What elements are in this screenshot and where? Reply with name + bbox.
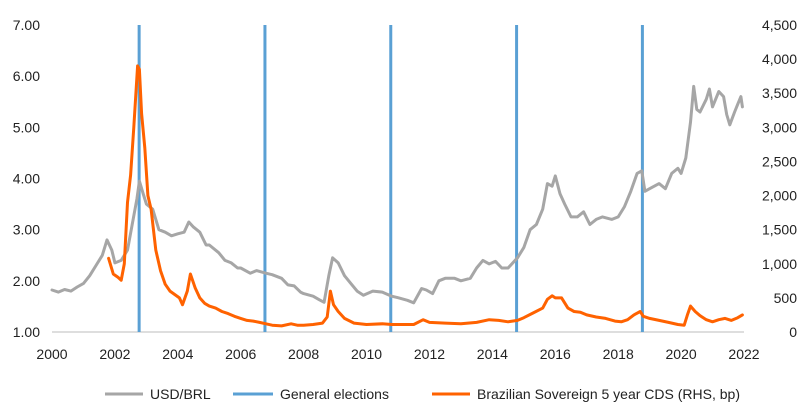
y2-tick-label: 500 xyxy=(774,290,798,306)
y-tick-label: 2.00 xyxy=(13,273,40,289)
x-tick-label: 2006 xyxy=(225,346,256,362)
election-lines xyxy=(137,25,644,332)
y-tick-label: 1.00 xyxy=(13,324,40,340)
series-line-brazil-cds xyxy=(107,64,744,328)
y2-tick-label: 3,500 xyxy=(762,85,797,101)
y2-tick-label: 1,500 xyxy=(762,222,797,238)
legend-label-brazil-cds: Brazilian Sovereign 5 year CDS (RHS, bp) xyxy=(477,386,740,402)
y2-tick-label: 1,000 xyxy=(762,256,797,272)
y-tick-label: 4.00 xyxy=(13,171,40,187)
series-line-usd-brl xyxy=(50,84,744,305)
x-tick-label: 2008 xyxy=(288,346,319,362)
y2-tick-labels: 0 500 1,000 1,500 2,000 2,500 3,000 3,500 4,000 4… xyxy=(762,17,797,340)
y2-tick-label: 3,000 xyxy=(762,119,797,135)
x-tick-label: 2012 xyxy=(414,346,445,362)
y-tick-labels: 1.00 2.00 3.00 4.00 5.00 6.00 7.00 xyxy=(13,17,40,340)
y-tick-label: 7.00 xyxy=(13,17,40,33)
legend: USD/BRL General elections Brazilian Sove… xyxy=(105,386,740,402)
y2-tick-label: 2,000 xyxy=(762,188,797,204)
x-tick-labels: 2000 2002 2004 2006 2008 2010 2012 2014 2016 2018… xyxy=(36,346,759,362)
legend-label-usd-brl: USD/BRL xyxy=(150,386,211,402)
y-tick-label: 5.00 xyxy=(13,119,40,135)
y2-tick-label: 4,500 xyxy=(762,17,797,33)
y2-tick-label: 4,000 xyxy=(762,51,797,67)
y-tick-label: 3.00 xyxy=(13,222,40,238)
x-tick-label: 2018 xyxy=(603,346,634,362)
y2-tick-label: 0 xyxy=(789,324,797,340)
y2-tick-label: 2,500 xyxy=(762,153,797,169)
x-tick-label: 2000 xyxy=(36,346,67,362)
x-tick-label: 2010 xyxy=(351,346,382,362)
x-tick-label: 2022 xyxy=(728,346,759,362)
x-tick-label: 2020 xyxy=(666,346,697,362)
x-tick-label: 2004 xyxy=(162,346,193,362)
y-tick-label: 6.00 xyxy=(13,68,40,84)
x-tick-label: 2002 xyxy=(99,346,130,362)
x-tick-label: 2016 xyxy=(540,346,571,362)
legend-label-general-elections: General elections xyxy=(280,386,389,402)
x-tick-label: 2014 xyxy=(477,346,508,362)
